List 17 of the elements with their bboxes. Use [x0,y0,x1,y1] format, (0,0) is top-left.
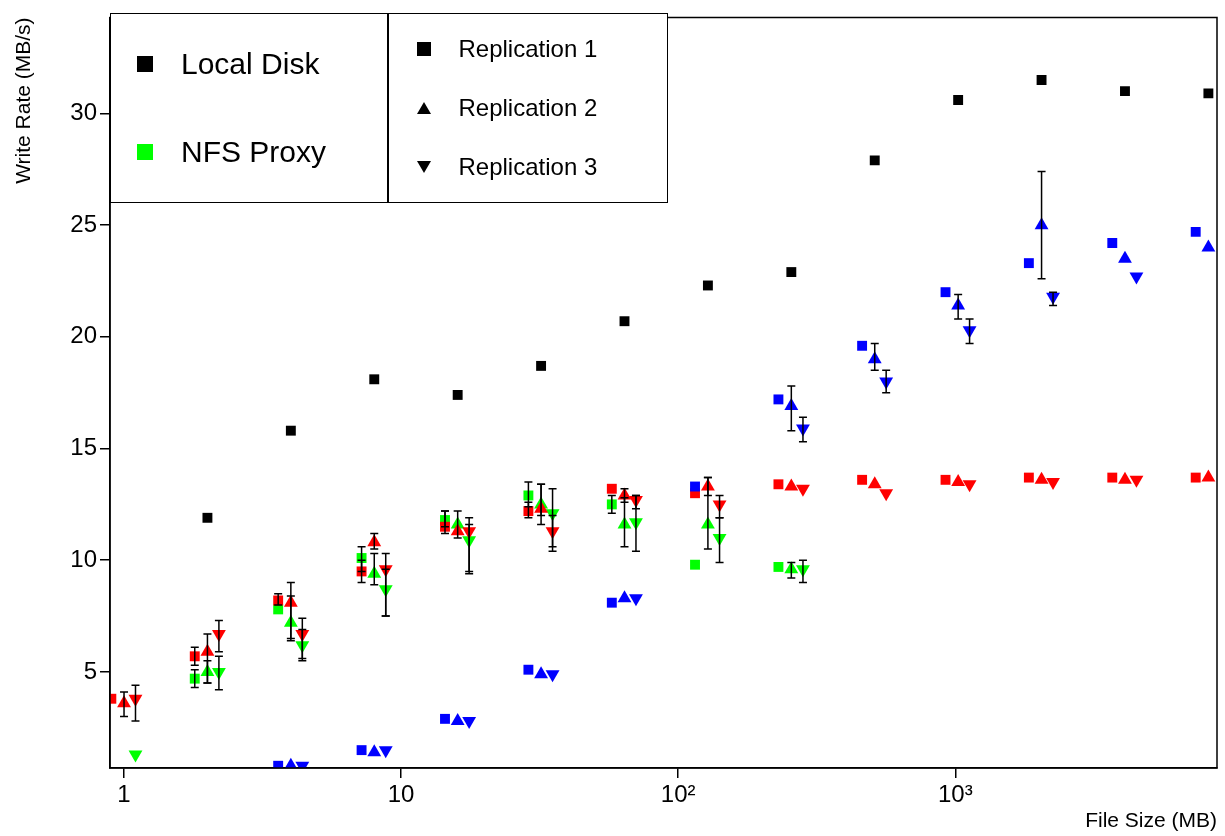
x-tick-label: 10³ [937,780,973,808]
x-tick-label: 10 [387,780,415,808]
x-tick-label: 10² [660,780,696,808]
legend-label: Local Disk [181,47,320,81]
y-tick-label: 15 [70,433,97,461]
annotation: Replication 2 [458,93,598,122]
legend-label: NFS Proxy [181,135,327,169]
x-tick-label: 1 [117,780,131,808]
y-tick-label: 30 [70,98,97,126]
y-tick-label: 25 [70,209,97,237]
y-tick-label: 20 [70,321,97,349]
annotation: Replication 1 [458,35,598,64]
x-axis-title: File Size (MB) [1085,808,1217,832]
y-tick-label: 5 [83,656,97,684]
y-axis-title: Write Rate (MB/s) [11,17,35,184]
annotation: Replication 3 [458,152,598,181]
y-tick-label: 10 [70,544,97,572]
